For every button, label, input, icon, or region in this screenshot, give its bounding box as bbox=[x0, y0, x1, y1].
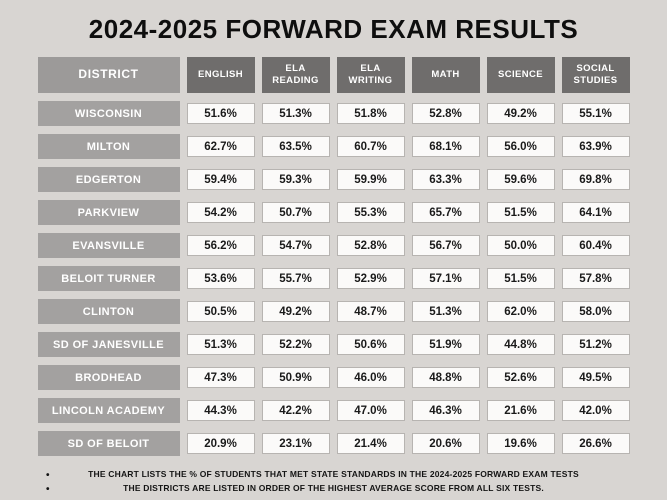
district-cell: MILTON bbox=[37, 134, 180, 159]
district-cell: WISCONSIN bbox=[37, 101, 180, 126]
column-header-district: DISTRICT bbox=[37, 57, 180, 93]
score-cell: 20.9% bbox=[186, 433, 255, 454]
score-cell: 51.6% bbox=[186, 103, 255, 124]
footnote-text: THE DISTRICTS ARE LISTED IN ORDER OF THE… bbox=[123, 482, 544, 493]
score-cell: 51.3% bbox=[186, 334, 255, 355]
bullet-icon: • bbox=[46, 470, 50, 481]
score-cell: 58.0% bbox=[561, 301, 630, 322]
score-cell: 63.9% bbox=[561, 136, 630, 157]
score-cell: 56.2% bbox=[186, 235, 255, 256]
footnote-line: • THE DISTRICTS ARE LISTED IN ORDER OF TH… bbox=[20, 482, 647, 496]
score-cell: 59.4% bbox=[186, 169, 255, 190]
footnote-text: THE CHART LISTS THE % OF STUDENTS THAT M… bbox=[88, 469, 579, 479]
score-cell: 57.1% bbox=[411, 268, 480, 289]
score-cell: 59.3% bbox=[261, 169, 330, 190]
score-cell: 52.9% bbox=[336, 268, 405, 289]
score-cell: 19.6% bbox=[486, 433, 555, 454]
score-cell: 55.1% bbox=[561, 103, 630, 124]
score-cell: 55.3% bbox=[336, 202, 405, 223]
score-cell: 46.0% bbox=[336, 367, 405, 388]
column-header-5: SOCIAL STUDIES bbox=[561, 57, 630, 93]
score-cell: 63.5% bbox=[261, 136, 330, 157]
score-cell: 62.7% bbox=[186, 136, 255, 157]
score-cell: 63.3% bbox=[411, 169, 480, 190]
district-cell: BRODHEAD bbox=[37, 365, 180, 390]
score-cell: 44.8% bbox=[486, 334, 555, 355]
score-cell: 47.0% bbox=[336, 400, 405, 421]
score-cell: 59.6% bbox=[486, 169, 555, 190]
district-cell: SD OF JANESVILLE bbox=[37, 332, 180, 357]
score-cell: 50.7% bbox=[261, 202, 330, 223]
district-cell: PARKVIEW bbox=[37, 200, 180, 225]
score-cell: 48.7% bbox=[336, 301, 405, 322]
column-header-2: ELA WRITING bbox=[336, 57, 405, 93]
district-cell: EDGERTON bbox=[37, 167, 180, 192]
district-cell: LINCOLN ACADEMY bbox=[37, 398, 180, 423]
score-cell: 52.8% bbox=[411, 103, 480, 124]
footnote-line: • THE CHART LISTS THE % OF STUDENTS THAT … bbox=[20, 468, 647, 482]
score-cell: 60.4% bbox=[561, 235, 630, 256]
score-cell: 47.3% bbox=[186, 367, 255, 388]
score-cell: 56.0% bbox=[486, 136, 555, 157]
score-cell: 51.3% bbox=[411, 301, 480, 322]
score-cell: 44.3% bbox=[186, 400, 255, 421]
score-cell: 52.8% bbox=[336, 235, 405, 256]
bullet-icon: • bbox=[46, 483, 50, 495]
score-cell: 42.0% bbox=[561, 400, 630, 421]
score-cell: 21.6% bbox=[486, 400, 555, 421]
score-cell: 52.6% bbox=[486, 367, 555, 388]
score-cell: 62.0% bbox=[486, 301, 555, 322]
footnotes: • THE CHART LISTS THE % OF STUDENTS THAT … bbox=[20, 468, 647, 495]
score-cell: 54.7% bbox=[261, 235, 330, 256]
score-cell: 46.3% bbox=[411, 400, 480, 421]
district-cell: EVANSVILLE bbox=[37, 233, 180, 258]
district-cell: SD OF BELOIT bbox=[37, 431, 180, 456]
score-cell: 51.9% bbox=[411, 334, 480, 355]
score-cell: 56.7% bbox=[411, 235, 480, 256]
score-cell: 42.2% bbox=[261, 400, 330, 421]
score-cell: 65.7% bbox=[411, 202, 480, 223]
score-cell: 51.8% bbox=[336, 103, 405, 124]
score-cell: 26.6% bbox=[561, 433, 630, 454]
score-cell: 21.4% bbox=[336, 433, 405, 454]
page-title: 2024-2025 FORWARD EXAM RESULTS bbox=[88, 14, 579, 44]
score-cell: 60.7% bbox=[336, 136, 405, 157]
score-cell: 51.5% bbox=[486, 268, 555, 289]
score-cell: 69.8% bbox=[561, 169, 630, 190]
score-cell: 49.2% bbox=[261, 301, 330, 322]
score-cell: 50.6% bbox=[336, 334, 405, 355]
column-header-4: SCIENCE bbox=[486, 57, 555, 93]
score-cell: 52.2% bbox=[261, 334, 330, 355]
column-header-3: MATH bbox=[411, 57, 480, 93]
score-cell: 20.6% bbox=[411, 433, 480, 454]
score-cell: 50.5% bbox=[186, 301, 255, 322]
score-cell: 68.1% bbox=[411, 136, 480, 157]
column-header-0: ENGLISH bbox=[186, 57, 255, 93]
column-header-1: ELA READING bbox=[261, 57, 330, 93]
score-cell: 48.8% bbox=[411, 367, 480, 388]
score-cell: 49.5% bbox=[561, 367, 630, 388]
score-cell: 51.2% bbox=[561, 334, 630, 355]
score-cell: 49.2% bbox=[486, 103, 555, 124]
score-cell: 59.9% bbox=[336, 169, 405, 190]
score-cell: 57.8% bbox=[561, 268, 630, 289]
score-cell: 23.1% bbox=[261, 433, 330, 454]
score-cell: 64.1% bbox=[561, 202, 630, 223]
district-cell: CLINTON bbox=[37, 299, 180, 324]
score-cell: 55.7% bbox=[261, 268, 330, 289]
score-cell: 53.6% bbox=[186, 268, 255, 289]
score-cell: 51.3% bbox=[261, 103, 330, 124]
score-cell: 50.9% bbox=[261, 367, 330, 388]
score-cell: 54.2% bbox=[186, 202, 255, 223]
score-cell: 51.5% bbox=[486, 202, 555, 223]
results-table: DISTRICT ENGLISH ELA READING ELA WRITING MAT… bbox=[37, 57, 630, 456]
score-cell: 50.0% bbox=[486, 235, 555, 256]
district-cell: BELOIT TURNER bbox=[37, 266, 180, 291]
